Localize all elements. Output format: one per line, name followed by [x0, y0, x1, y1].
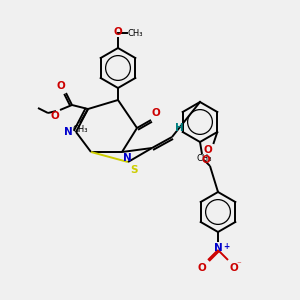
- Text: N: N: [123, 153, 132, 163]
- Text: O: O: [230, 263, 239, 273]
- Text: O: O: [114, 27, 122, 37]
- Text: O: O: [152, 108, 161, 118]
- Text: CH₃: CH₃: [72, 125, 88, 134]
- Text: S: S: [130, 165, 137, 175]
- Text: N: N: [64, 127, 73, 137]
- Text: H: H: [175, 123, 184, 133]
- Text: +: +: [223, 242, 229, 251]
- Text: CH₃: CH₃: [197, 154, 212, 163]
- Text: O: O: [202, 155, 211, 165]
- Text: N: N: [214, 243, 222, 253]
- Text: CH₃: CH₃: [128, 28, 143, 38]
- Text: O: O: [204, 145, 212, 155]
- Text: O: O: [56, 81, 65, 91]
- Text: O: O: [197, 263, 206, 273]
- Text: ⁻: ⁻: [236, 260, 241, 269]
- Text: O: O: [50, 111, 59, 121]
